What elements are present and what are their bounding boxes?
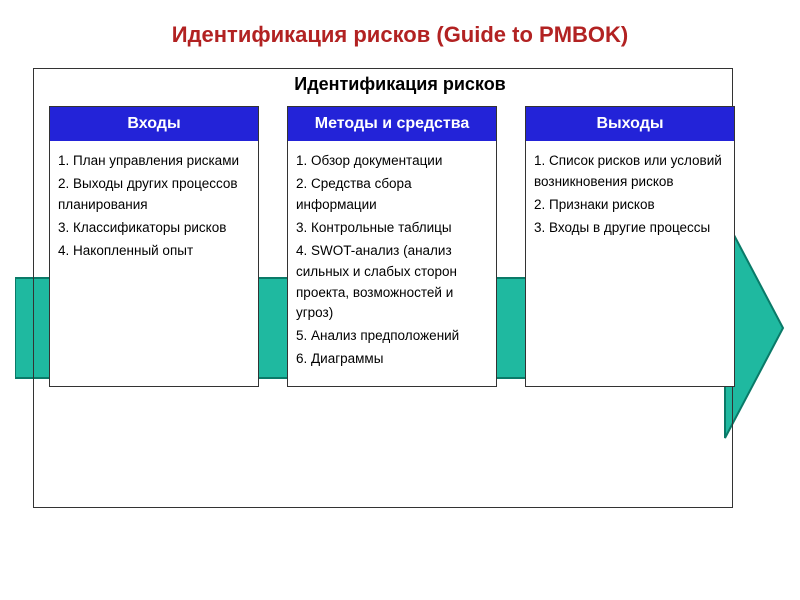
- list-item: 3. Контрольные таблицы: [296, 218, 488, 239]
- column-outputs: Выходы 1. Список рисков или условий возни…: [525, 106, 735, 387]
- column-body-inputs: 1. План управления рисками2. Выходы друг…: [50, 141, 258, 278]
- list-item: 2. Средства сбора информации: [296, 174, 488, 216]
- list-item: 2. Выходы других процессов планирования: [58, 174, 250, 216]
- columns-container: Входы1. План управления рисками2. Выходы…: [49, 106, 735, 387]
- column-inputs: Входы1. План управления рисками2. Выходы…: [49, 106, 259, 387]
- list-item: 3. Классификаторы рисков: [58, 218, 250, 239]
- column-header-outputs: Выходы: [526, 107, 734, 141]
- page-title: Идентификация рисков (Guide to PMBOK): [0, 0, 800, 58]
- list-item: 6. Диаграммы: [296, 349, 488, 370]
- diagram-subtitle: Идентификация рисков: [15, 74, 785, 95]
- column-body-tools: 1. Обзор документации2. Средства сбора и…: [288, 141, 496, 386]
- list-item: 4. SWOT-анализ (анализ сильных и слабых …: [296, 241, 488, 325]
- list-item: 1. Обзор документации: [296, 151, 488, 172]
- column-body-outputs: 1. Список рисков или условий возникновен…: [526, 141, 734, 255]
- list-item: 4. Накопленный опыт: [58, 241, 250, 262]
- column-header-tools: Методы и средства: [288, 107, 496, 141]
- diagram: Идентификация рисков Входы1. План управл…: [15, 68, 785, 538]
- list-item: 1. План управления рисками: [58, 151, 250, 172]
- list-item: 1. Список рисков или условий возникновен…: [534, 151, 726, 193]
- column-header-inputs: Входы: [50, 107, 258, 141]
- list-item: 2. Признаки рисков: [534, 195, 726, 216]
- list-item: 3. Входы в другие процессы: [534, 218, 726, 239]
- column-tools: Методы и средства1. Обзор документации2.…: [287, 106, 497, 387]
- list-item: 5. Анализ предположений: [296, 326, 488, 347]
